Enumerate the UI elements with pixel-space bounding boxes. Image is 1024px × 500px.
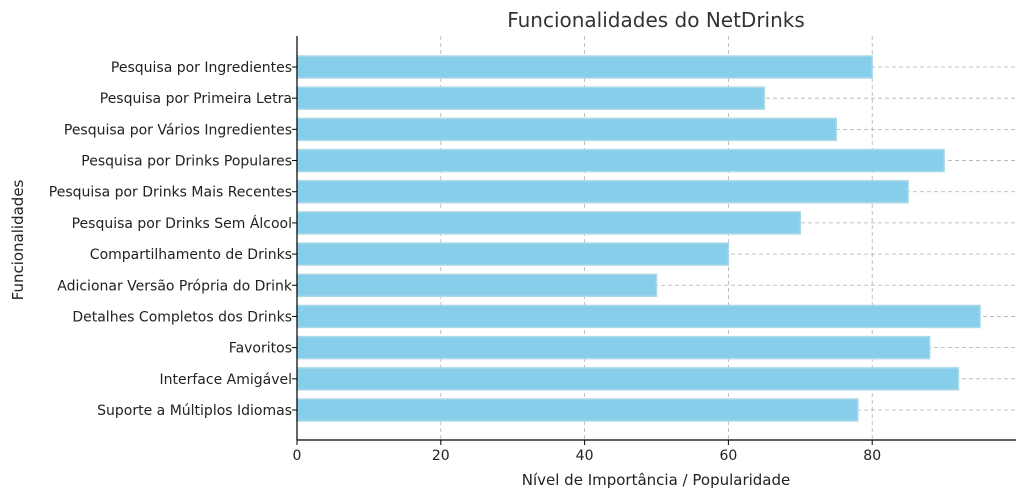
- x-axis-label: Nível de Importância / Popularidade: [522, 471, 791, 489]
- bar: [296, 211, 802, 235]
- x-tick-label: 80: [863, 448, 881, 464]
- x-tick-label: 40: [576, 448, 594, 464]
- bar: [296, 117, 837, 142]
- y-tick-label: Pesquisa por Primeira Letra: [100, 91, 292, 107]
- x-tick-labels: 0 20 40 60 80: [293, 440, 881, 464]
- bar: [296, 86, 766, 110]
- y-tick-label: Suporte a Múltiplos Idiomas: [97, 403, 292, 419]
- y-tick-label: Pesquisa por Drinks Populares: [81, 154, 292, 170]
- bar: [296, 242, 730, 266]
- y-tick-label: Favoritos: [229, 341, 292, 357]
- x-tick-label: 20: [432, 448, 450, 464]
- bar: [296, 367, 960, 391]
- y-tick-labels: Pesquisa por Ingredientes Pesquisa por Pr…: [49, 60, 297, 419]
- bar: [296, 304, 981, 329]
- y-tick-label: Compartilhamento de Drinks: [90, 247, 292, 263]
- bars: [296, 55, 981, 422]
- bar: [296, 398, 859, 422]
- x-tick-label: 60: [719, 448, 737, 464]
- bar: [296, 55, 873, 79]
- y-tick-label: Interface Amigável: [160, 372, 293, 388]
- bar: [296, 273, 658, 298]
- y-tick-label: Detalhes Completos dos Drinks: [72, 309, 292, 325]
- y-tick-label: Pesquisa por Vários Ingredientes: [64, 122, 292, 138]
- bar: [296, 179, 909, 204]
- x-tick-label: 0: [293, 448, 302, 464]
- y-tick-label: Pesquisa por Drinks Mais Recentes: [49, 185, 292, 201]
- y-tick-label: Pesquisa por Ingredientes: [111, 60, 292, 76]
- y-tick-label: Pesquisa por Drinks Sem Álcool: [72, 215, 292, 232]
- chart-title: Funcionalidades do NetDrinks: [507, 8, 805, 32]
- y-axis-label: Funcionalidades: [9, 179, 27, 300]
- y-tick-label: Adicionar Versão Própria do Drink: [57, 278, 293, 294]
- bar: [296, 148, 945, 173]
- bar: [296, 335, 931, 360]
- axes: [296, 36, 1016, 441]
